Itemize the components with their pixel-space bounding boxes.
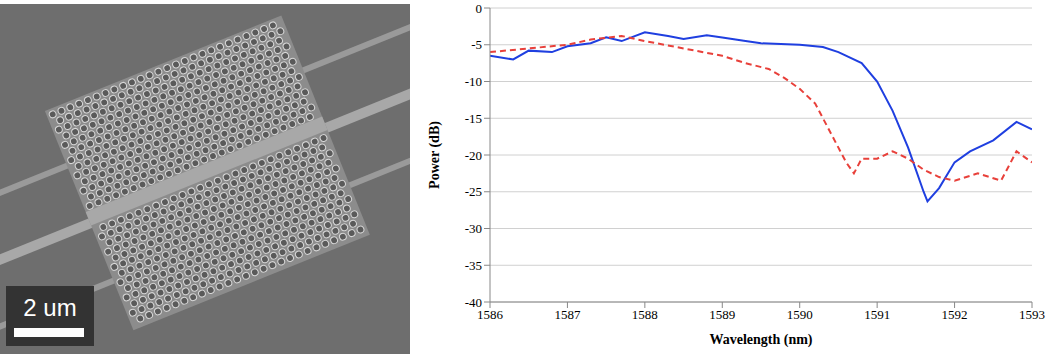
svg-text:-40: -40 (465, 295, 482, 310)
svg-text:-10: -10 (465, 74, 482, 89)
svg-text:-5: -5 (471, 37, 482, 52)
svg-text:-25: -25 (465, 184, 482, 199)
svg-text:1589: 1589 (709, 307, 735, 322)
svg-text:0: 0 (476, 1, 483, 16)
svg-text:1592: 1592 (942, 307, 968, 322)
svg-text:1590: 1590 (787, 307, 813, 322)
svg-text:1593: 1593 (1019, 307, 1045, 322)
svg-text:-20: -20 (465, 148, 482, 163)
svg-text:Power (dB): Power (dB) (427, 121, 443, 189)
svg-text:-15: -15 (465, 111, 482, 126)
svg-text:1591: 1591 (864, 307, 890, 322)
svg-text:1587: 1587 (554, 307, 581, 322)
svg-text:-35: -35 (465, 258, 482, 273)
svg-text:2 um: 2 um (23, 294, 76, 321)
svg-text:Wavelength (nm): Wavelength (nm) (709, 332, 812, 348)
svg-text:1588: 1588 (632, 307, 658, 322)
svg-text:1586: 1586 (477, 307, 503, 323)
svg-text:-30: -30 (465, 221, 482, 236)
